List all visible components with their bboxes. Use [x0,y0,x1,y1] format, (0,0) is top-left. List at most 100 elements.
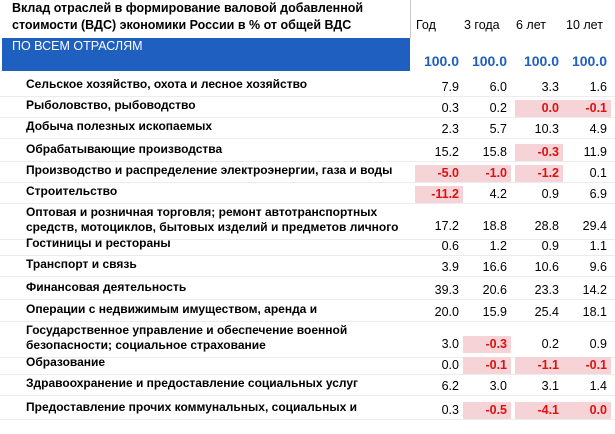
value-6-years: 0.9 [541,187,559,201]
value-3-years: 5.7 [489,122,507,136]
value-10-years: 6.9 [589,187,607,201]
value-10-years: 9.6 [589,260,607,274]
value-3-years: 16.6 [482,260,507,274]
row-divider [0,239,615,240]
value-year: 3.0 [441,337,459,351]
row-divider [0,321,615,322]
value-3-years: -0.3 [463,336,511,353]
value-6-years: -1.1 [515,357,563,374]
table-title: Вклад отраслей в формирование валовой до… [2,0,411,38]
sector-label: Сельское хозяйство, охота и лесное хозяй… [26,77,308,91]
value-10-years: 18.1 [582,305,607,319]
row-divider [0,255,615,256]
value-10-years: 4.9 [589,122,607,136]
row-divider [0,374,615,375]
value-3-years: -1.0 [463,165,511,182]
sector-label: Рыболовство, рыбоводство [26,98,196,112]
row-divider [0,395,615,396]
sector-label: Гостиницы и рестораны [26,236,171,250]
value-10-years: 1.6 [589,80,607,94]
value-6-years: 0.9 [541,239,559,253]
value-3-years: 4.2 [489,187,507,201]
sector-label: Добыча полезных ископаемых [26,119,213,133]
value-10-years: 0.9 [589,337,607,351]
sector-label: Образование [26,355,106,369]
value-10-years: 0.1 [589,166,607,180]
value-6-years: 25.4 [534,305,559,319]
value-year: 0.3 [441,101,459,115]
value-6-years: 3.3 [541,80,559,94]
sector-label: Предоставление прочих коммунальных, соци… [26,400,357,414]
value-year: 0.3 [441,403,459,417]
sector-label: Государственное управление и обеспечение… [26,323,348,352]
row-divider [0,299,615,300]
value-10-years: 1.1 [589,239,607,253]
value-6-years: 3.1 [541,379,559,393]
table-title-line-2: стоимости (ВДС) экономики России в % от … [12,18,352,32]
value-3-years: 15.8 [482,145,507,159]
row-divider [0,203,615,204]
value-6-years: 0.0 [515,100,563,117]
column-header-3-years: 3 года [464,18,500,32]
value-6-years: -0.3 [515,144,563,161]
sector-label: Оптовая и розничная торговля; ремонт авт… [26,205,399,234]
value-10-years: 14.2 [582,283,607,297]
value-10-years: -0.1 [563,100,611,117]
row-divider [0,276,615,277]
value-3-years: 6.0 [489,80,507,94]
value-year: 3.9 [441,260,459,274]
value-6-years: 23.3 [534,283,559,297]
value-year: 20.0 [434,305,459,319]
value-6-years: -4.1 [515,402,563,419]
value-10-years: 29.4 [582,219,607,233]
row-divider [0,138,615,139]
value-3-years: 1.2 [489,239,507,253]
value-3-years: -0.5 [463,402,511,419]
value-6-years: -1.2 [515,165,563,182]
value-year: 17.2 [434,219,459,233]
column-header-year: Год [416,18,436,32]
sector-label: Финансовая деятельность [26,280,187,294]
table-title-line-1: Вклад отраслей в формирование валовой до… [12,1,364,15]
value-year: 7.9 [441,80,459,94]
value-10-years: 11.9 [583,145,607,159]
row-divider [0,96,615,97]
sector-label: Транспорт и связь [26,257,137,271]
value-10-years: -0.1 [563,357,611,374]
value-year: 0.0 [441,358,459,372]
value-year: -5.0 [415,165,463,182]
all-sectors-label: ПО ВСЕМ ОТРАСЛЯМ [2,38,410,71]
value-year: 15.2 [434,145,459,159]
value-10-years: 0.0 [563,402,611,419]
row-divider [0,117,615,118]
sector-label: Операции с недвижимым имуществом, аренда… [26,302,318,316]
value-3-years: 0.2 [489,101,507,115]
column-header-10-years: 10 лет [566,18,603,32]
value-year: 2.3 [441,122,459,136]
sector-label: Здравоохранение и предоставление социаль… [26,376,359,390]
row-divider [0,419,615,420]
value-6-years: 0.2 [541,337,559,351]
value-6-years: 28.8 [534,219,559,233]
value-6-years: 10.6 [534,260,559,274]
column-header-6-years: 6 лет [516,18,546,32]
total-10-years: 100.0 [571,53,607,69]
value-10-years: 1.4 [589,379,607,393]
value-6-years: 10.3 [534,122,559,136]
row-divider [0,182,615,183]
sector-label: Обрабатывающие производства [26,142,223,156]
value-year: 39.3 [434,283,459,297]
sector-label: Строительство [26,184,118,198]
value-year: -11.2 [415,186,463,203]
total-year: 100.0 [423,53,459,69]
value-3-years: 20.6 [482,283,507,297]
row-divider [0,357,615,358]
total-3-years: 100.0 [471,53,507,69]
value-3-years: 18.8 [482,219,507,233]
row-divider [0,161,615,162]
total-6-years: 100.0 [523,53,559,69]
value-year: 6.2 [441,379,459,393]
sector-label: Производство и распределение электроэнер… [26,163,393,177]
value-3-years: 3.0 [489,379,507,393]
value-year: 0.6 [441,239,459,253]
